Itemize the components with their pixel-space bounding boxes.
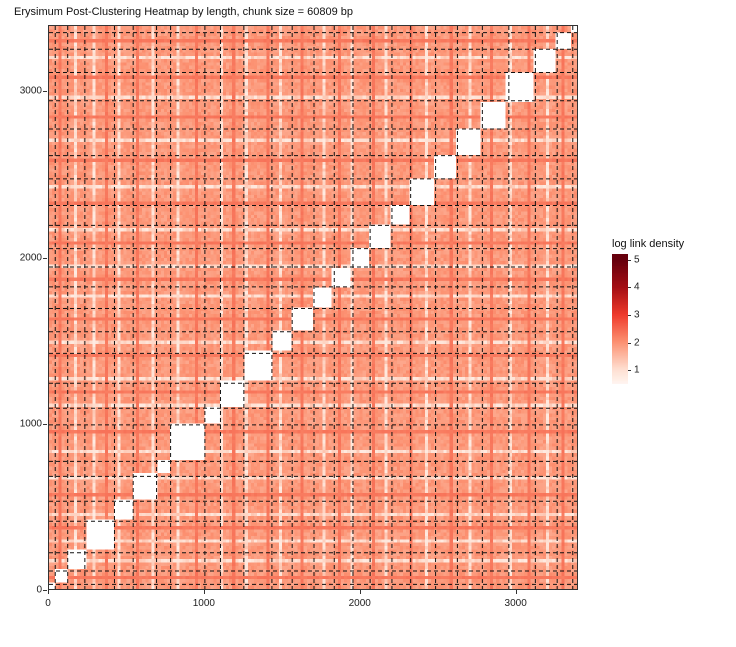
x-axis: 0 1000 2000 3000: [48, 590, 578, 630]
heatmap-canvas: [49, 26, 577, 589]
y-tick-label: 3000: [2, 86, 42, 97]
colorbar-legend: log link density 1 2 3 4 5: [612, 238, 712, 389]
colorbar: [612, 254, 628, 384]
colorbar-tick-label: 2: [634, 337, 640, 348]
chart-title: Erysimum Post-Clustering Heatmap by leng…: [14, 6, 353, 18]
colorbar-tick-label: 3: [634, 309, 640, 320]
heatmap-panel: [48, 25, 578, 590]
x-tick-label: 0: [45, 598, 51, 609]
x-tick-label: 1000: [193, 598, 215, 609]
colorbar-tick-label: 1: [634, 365, 640, 376]
y-tick-label: 1000: [2, 418, 42, 429]
y-tick-label: 2000: [2, 252, 42, 263]
colorbar-title: log link density: [612, 238, 712, 250]
y-tick-label: 0: [2, 585, 42, 596]
colorbar-tick-label: 4: [634, 282, 640, 293]
x-tick-label: 2000: [349, 598, 371, 609]
colorbar-tick-label: 5: [634, 254, 640, 265]
x-tick-label: 3000: [505, 598, 527, 609]
